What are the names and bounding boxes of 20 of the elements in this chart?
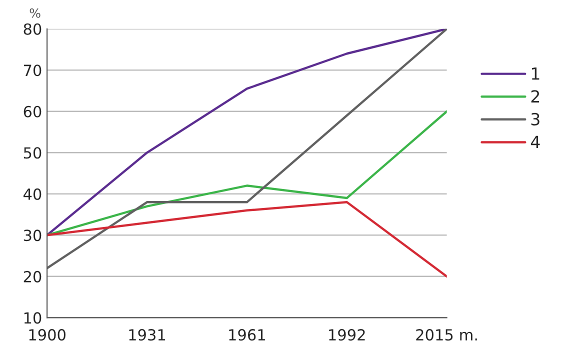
y-tick-label: 80 [24, 23, 42, 35]
y-tick-label: 70 [24, 64, 42, 76]
x-tick-label: 1961 [229, 329, 265, 341]
y-tick-label: 60 [24, 106, 42, 118]
y-tick-label: 20 [24, 270, 42, 282]
x-tick-label: 1900 [29, 329, 66, 341]
y-tick-label: 10 [24, 312, 42, 324]
y-tick-label: 50 [24, 147, 42, 159]
legend-label: 2 [531, 90, 540, 102]
x-tick-label: 1992 [329, 329, 365, 341]
legend-label: 1 [532, 67, 540, 80]
y-tick-label: 40 [24, 188, 42, 200]
x-tick-label: 2015 m. [416, 329, 477, 341]
x-tick-label: 1931 [129, 329, 166, 341]
line-series [47, 201, 447, 278]
y-axis-title: % [30, 8, 40, 18]
line-series [47, 110, 447, 236]
y-tick-label: 30 [24, 230, 42, 242]
legend-label: 3 [531, 112, 540, 126]
legend-label: 4 [530, 136, 540, 148]
